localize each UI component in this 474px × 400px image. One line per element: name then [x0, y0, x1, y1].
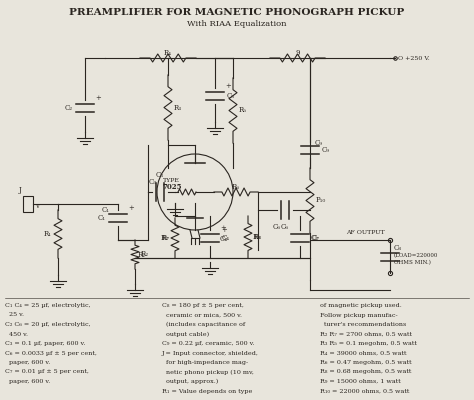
Bar	[23, 196, 33, 212]
Text: C₄: C₄	[222, 234, 230, 242]
Text: OHMS MIN.): OHMS MIN.)	[394, 260, 431, 266]
Text: R₂: R₂	[141, 250, 149, 258]
Text: R₄ = 39000 ohms, 0.5 watt: R₄ = 39000 ohms, 0.5 watt	[320, 350, 407, 356]
Text: C₉ = 0.22 µf, ceramic, 500 v.: C₉ = 0.22 µf, ceramic, 500 v.	[162, 341, 255, 346]
Text: output, approx.): output, approx.)	[162, 379, 218, 384]
Text: R₈: R₈	[254, 233, 262, 241]
Text: R₈ = 0.68 megohm, 0.5 watt: R₈ = 0.68 megohm, 0.5 watt	[320, 370, 411, 374]
Text: Follow pickup manufac-: Follow pickup manufac-	[320, 312, 398, 318]
Text: C₃ = 0.1 µf, paper, 600 v.: C₃ = 0.1 µf, paper, 600 v.	[5, 341, 85, 346]
Text: AF OUTPUT: AF OUTPUT	[346, 230, 385, 236]
Text: C₁: C₁	[98, 214, 106, 222]
Text: +: +	[220, 224, 226, 232]
Text: R₃: R₃	[174, 104, 182, 112]
Text: C₃: C₃	[156, 171, 164, 179]
Text: R₂: R₂	[138, 251, 146, 259]
Text: With RIAA Equalization: With RIAA Equalization	[187, 20, 287, 28]
Text: C₄: C₄	[220, 235, 228, 243]
Text: turer's recommendations: turer's recommendations	[320, 322, 406, 327]
Text: TYPE: TYPE	[163, 178, 180, 182]
Text: output cable): output cable)	[162, 332, 209, 337]
Text: ceramic or mica, 500 v.: ceramic or mica, 500 v.	[162, 312, 242, 318]
Text: +: +	[221, 226, 227, 234]
Text: 450 v.: 450 v.	[5, 332, 28, 336]
Text: +: +	[225, 82, 231, 90]
Text: R₇: R₇	[161, 234, 169, 242]
Text: netic phono pickup (10 mv,: netic phono pickup (10 mv,	[162, 370, 254, 375]
Text: R₈: R₈	[253, 233, 261, 241]
Text: R₁₀ = 22000 ohms, 0.5 watt: R₁₀ = 22000 ohms, 0.5 watt	[320, 388, 410, 394]
Text: R₁ = Value depends on type: R₁ = Value depends on type	[162, 388, 252, 394]
Text: C₁ C₄ = 25 µf, electrolytic,: C₁ C₄ = 25 µf, electrolytic,	[5, 303, 91, 308]
Text: C₆: C₆	[273, 223, 281, 231]
Text: R₄: R₄	[164, 49, 172, 57]
Text: C₈: C₈	[394, 244, 402, 252]
Text: C₉: C₉	[315, 139, 323, 147]
Text: R₃ R₅ = 0.1 megohm, 0.5 watt: R₃ R₅ = 0.1 megohm, 0.5 watt	[320, 341, 417, 346]
Text: +: +	[95, 94, 101, 102]
Text: C₆: C₆	[281, 223, 289, 231]
Text: C₂ C₆ = 20 µf, electrolytic,: C₂ C₆ = 20 µf, electrolytic,	[5, 322, 91, 327]
Text: of magnetic pickup used.: of magnetic pickup used.	[320, 303, 402, 308]
Text: PREAMPLIFIER FOR MAGNETIC PHONOGRAPH PICKUP: PREAMPLIFIER FOR MAGNETIC PHONOGRAPH PIC…	[69, 8, 405, 17]
Text: (includes capacitance of: (includes capacitance of	[162, 322, 245, 327]
Text: J: J	[18, 186, 21, 194]
Text: C₈ = 180 pf ± 5 per cent,: C₈ = 180 pf ± 5 per cent,	[162, 303, 244, 308]
Text: C₂: C₂	[65, 104, 73, 112]
Text: R₂ R₇ = 2700 ohms, 0.5 watt: R₂ R₇ = 2700 ohms, 0.5 watt	[320, 332, 412, 336]
Text: C₇ = 0.01 µf ± 5 per cent,: C₇ = 0.01 µf ± 5 per cent,	[5, 370, 89, 374]
Text: 25 v.: 25 v.	[5, 312, 24, 318]
Text: R₉ = 15000 ohms, 1 watt: R₉ = 15000 ohms, 1 watt	[320, 379, 401, 384]
Text: R₆: R₆	[232, 183, 240, 191]
Text: O +250 V.: O +250 V.	[398, 56, 430, 60]
Text: paper, 600 v.: paper, 600 v.	[5, 360, 50, 365]
Text: C₇: C₇	[312, 234, 320, 242]
Text: paper, 600 v.: paper, 600 v.	[5, 379, 50, 384]
Text: for high-impedance mag-: for high-impedance mag-	[162, 360, 248, 365]
Text: C₅: C₅	[227, 92, 235, 100]
Text: C₇: C₇	[311, 234, 319, 242]
Text: C₆ = 0.0033 µf ± 5 per cent,: C₆ = 0.0033 µf ± 5 per cent,	[5, 350, 97, 356]
Text: +: +	[128, 204, 134, 212]
Text: R₇: R₇	[162, 234, 170, 242]
Text: C₁: C₁	[102, 206, 110, 214]
Text: C₉: C₉	[322, 146, 330, 154]
Text: R₁: R₁	[44, 230, 52, 238]
Text: C₃: C₃	[149, 178, 157, 186]
Text: v: v	[35, 202, 39, 210]
Text: R₅: R₅	[239, 106, 247, 114]
Text: 9: 9	[295, 49, 300, 57]
Text: P₁₀: P₁₀	[316, 196, 326, 204]
Text: R₆ = 0.47 megohm, 0.5 watt: R₆ = 0.47 megohm, 0.5 watt	[320, 360, 411, 365]
Text: 7025: 7025	[163, 183, 182, 191]
Text: (LOAD=220000: (LOAD=220000	[394, 254, 438, 258]
Text: J = Input connector, shielded,: J = Input connector, shielded,	[162, 350, 259, 356]
